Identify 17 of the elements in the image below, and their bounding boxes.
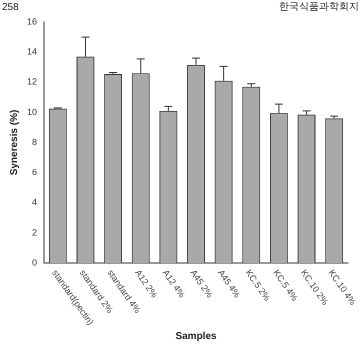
- x-tick-label: A45 4%: [216, 268, 242, 300]
- x-tick-label: A12 2%: [133, 268, 160, 300]
- y-tick-label: 6: [32, 167, 38, 178]
- y-tick-label: 2: [32, 227, 38, 238]
- y-tick-label: 4: [32, 197, 38, 208]
- y-tick-label: 0: [32, 257, 38, 268]
- y-axis-title: Syneresis (%): [8, 110, 20, 176]
- x-axis-title: Samples: [175, 330, 218, 342]
- x-tick-label: A12 4%: [160, 268, 187, 300]
- y-tick-label: 10: [26, 106, 38, 117]
- y-tick-label: 16: [26, 16, 38, 26]
- text: 258: [2, 2, 20, 13]
- text: 한국식품과학회지: [279, 2, 359, 13]
- x-tick-label: A45 2%: [188, 268, 215, 300]
- y-tick-label: 14: [26, 46, 38, 57]
- y-tick-label: 8: [32, 136, 38, 147]
- y-tick-label: 12: [26, 76, 38, 87]
